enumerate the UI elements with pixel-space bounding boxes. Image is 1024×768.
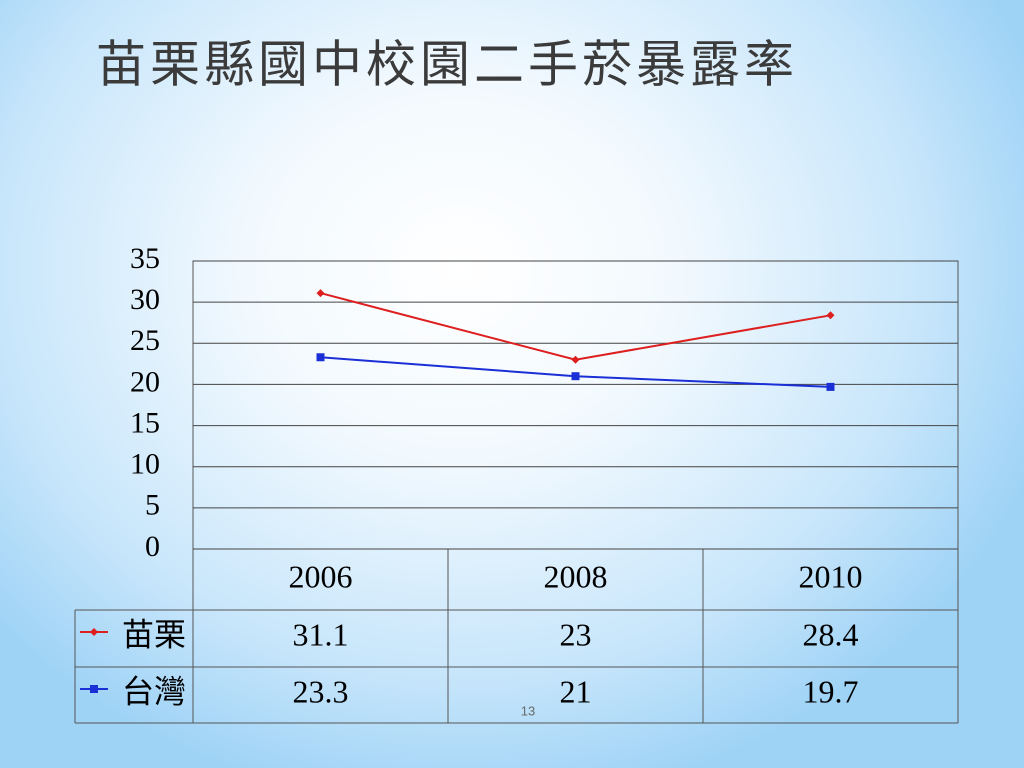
plot-area — [192, 260, 959, 550]
chart-title: 苗栗縣國中校園二手菸暴露率 — [96, 36, 798, 92]
table-cell: 28.4 — [803, 616, 859, 652]
data-point — [826, 382, 835, 391]
y-tick-label: 15 — [130, 406, 160, 439]
data-point — [571, 372, 580, 381]
data-point — [571, 355, 580, 364]
x-tick-label: 2008 — [544, 558, 608, 594]
y-tick-label: 20 — [130, 365, 160, 398]
data-point — [826, 311, 835, 320]
page-number: 13 — [521, 703, 535, 718]
y-tick-label: 35 — [130, 242, 160, 275]
legend-label: 苗栗 — [122, 616, 186, 652]
series-line — [320, 292, 831, 361]
table-cell: 19.7 — [803, 673, 859, 709]
table-cell: 21 — [560, 673, 592, 709]
table-cell: 23.3 — [293, 673, 349, 709]
data-point — [316, 289, 325, 298]
legend-marker — [90, 685, 98, 693]
x-tick-label: 2006 — [289, 558, 353, 594]
x-tick-label: 2010 — [799, 558, 863, 594]
data-point — [316, 353, 325, 362]
y-tick-label: 10 — [130, 448, 160, 481]
y-tick-label: 25 — [130, 324, 160, 357]
legend-marker — [90, 628, 98, 636]
table-cell: 31.1 — [293, 616, 349, 652]
table-cell: 23 — [560, 616, 592, 652]
legend-label: 台灣 — [122, 673, 186, 709]
y-tick-label: 0 — [145, 530, 160, 563]
y-tick-label: 5 — [145, 489, 160, 522]
y-tick-label: 30 — [130, 283, 160, 316]
